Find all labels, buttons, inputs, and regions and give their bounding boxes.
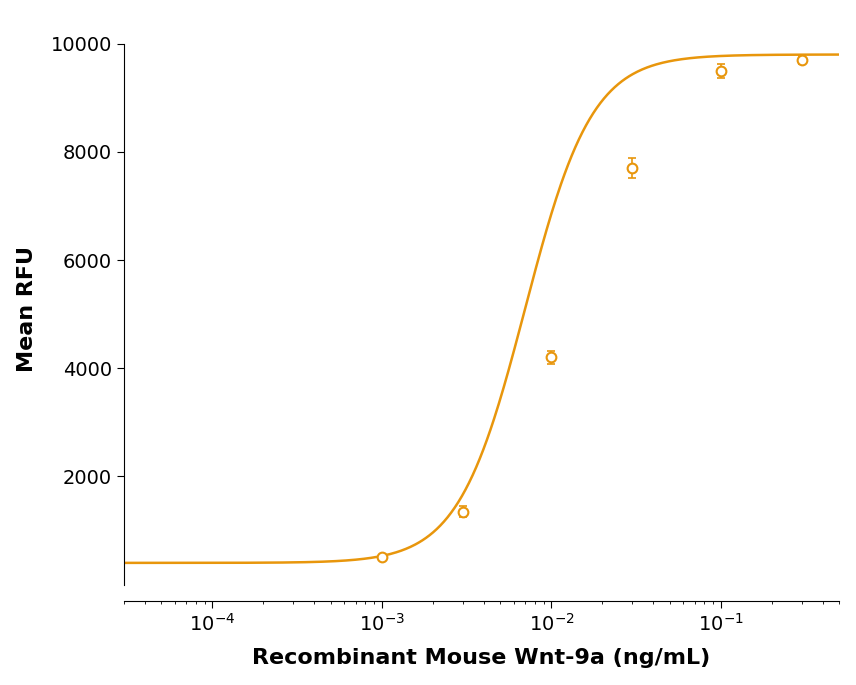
X-axis label: Recombinant Mouse Wnt-9a (ng/mL): Recombinant Mouse Wnt-9a (ng/mL) bbox=[253, 648, 710, 669]
Y-axis label: Mean RFU: Mean RFU bbox=[16, 246, 37, 372]
